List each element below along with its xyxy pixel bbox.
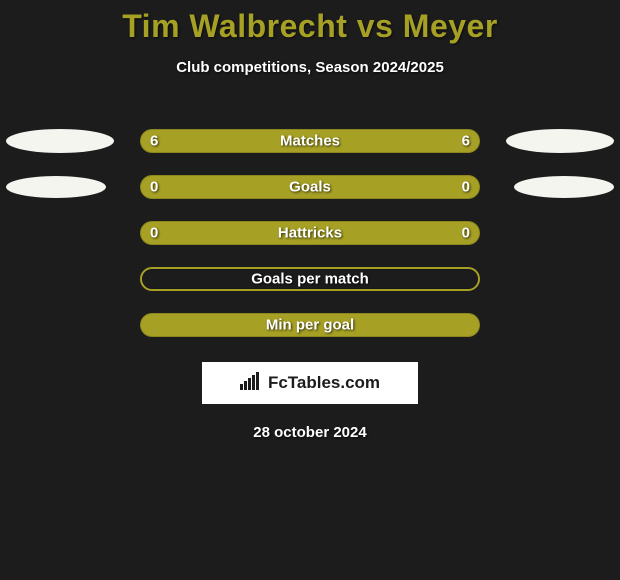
ellipse-right (514, 176, 614, 198)
ellipse-left (6, 176, 106, 198)
stat-bar (140, 221, 480, 245)
stat-value-right: 0 (462, 225, 470, 242)
stat-row: Min per goal (0, 302, 620, 348)
stats-container: 66Matches00Goals00HattricksGoals per mat… (0, 118, 620, 348)
stat-row: Goals per match (0, 256, 620, 302)
stat-row: 66Matches (0, 118, 620, 164)
logo-text: FcTables.com (268, 373, 380, 393)
stat-value-left: 6 (150, 133, 158, 150)
stat-value-right: 0 (462, 179, 470, 196)
ellipse-right (506, 129, 614, 153)
stat-bar (140, 129, 480, 153)
page-subtitle: Club competitions, Season 2024/2025 (0, 59, 620, 76)
stat-row: 00Goals (0, 164, 620, 210)
stat-value-right: 6 (462, 133, 470, 150)
stat-bar (140, 175, 480, 199)
barchart-icon (240, 372, 262, 395)
stat-bar (140, 313, 480, 337)
date-text: 28 october 2024 (0, 424, 620, 441)
ellipse-left (6, 129, 114, 153)
stat-bar (140, 267, 480, 291)
stat-value-left: 0 (150, 225, 158, 242)
stat-value-left: 0 (150, 179, 158, 196)
logo-box: FcTables.com (202, 362, 418, 404)
stat-row: 00Hattricks (0, 210, 620, 256)
page-title: Tim Walbrecht vs Meyer (0, 0, 620, 45)
